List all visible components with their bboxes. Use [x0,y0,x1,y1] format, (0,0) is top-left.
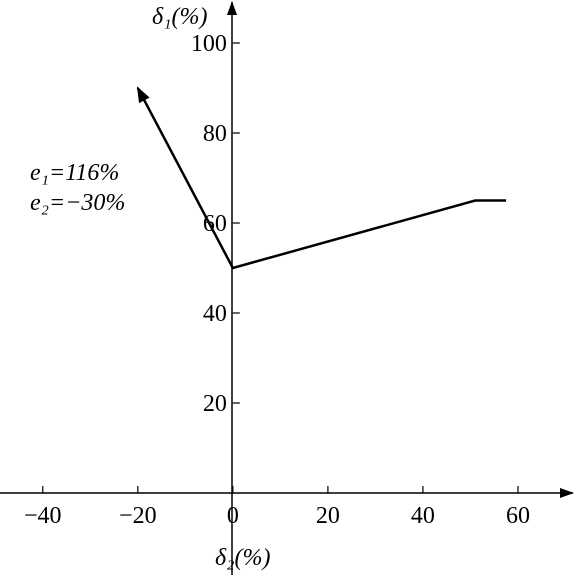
data-line [136,86,507,270]
x-tick-label: −40 [24,503,62,529]
x-tick-label: 20 [316,503,340,529]
x-tick-label: −20 [119,503,157,529]
y-axis-label: δ₁(%) [152,4,207,30]
y-tick-label: 100 [191,31,227,57]
x-tick-label: 0 [227,503,239,529]
y-tick-label: 20 [203,391,227,417]
x-tick-label: 60 [506,503,530,529]
x-axis-label: δ₂(%) [215,545,270,571]
annotation: e₁=116% [30,160,119,186]
x-tick-label: 40 [411,503,435,529]
annotation: e₂=−30% [30,190,125,216]
y-tick-label: 80 [203,121,227,147]
y-tick-label: 40 [203,301,227,327]
